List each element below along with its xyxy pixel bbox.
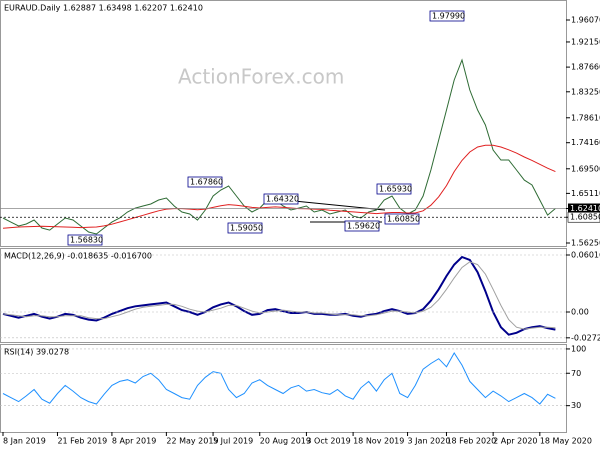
y-tick-label: 100: [571, 344, 586, 353]
panel-frame: [0, 0, 567, 247]
annotation-box: [263, 193, 299, 205]
x-tick-label: 22 May 2019: [166, 437, 218, 446]
annotation-box: [344, 220, 380, 232]
panel-title: EURAUD.Daily 1.62887 1.63498 1.62207 1.6…: [4, 4, 203, 13]
y-tick-label: -0.02725: [571, 333, 600, 342]
panel-title: RSI(14) 39.0278: [4, 348, 69, 357]
y-tick-label: 0.00: [571, 308, 589, 317]
panel-frame: [0, 344, 567, 433]
y-tick-label: 30: [571, 401, 581, 410]
y-tick-label: 1.92150: [571, 37, 600, 46]
y-tick-label: 0.060165: [571, 250, 600, 259]
annotation: 1.60850: [387, 215, 420, 224]
y-tick-label: 1.83250: [571, 87, 600, 96]
x-tick-label: 18 Nov 2019: [353, 437, 404, 446]
y-tick-label: 70: [571, 369, 581, 378]
annotation: 1.65930: [379, 185, 412, 194]
annotation: 1.97990: [432, 12, 465, 21]
x-tick-label: 8 Jan 2019: [3, 437, 46, 446]
annotation: 1.59050: [230, 224, 263, 233]
y-tick-label: 1.56250: [571, 238, 600, 247]
y-tick-label: 1.65110: [571, 189, 600, 198]
x-tick-label: 3 Jan 2020: [408, 437, 451, 446]
annotation: 1.64320: [266, 195, 299, 204]
annotation: 1.59620: [347, 222, 380, 231]
annotation: 1.67860: [190, 178, 223, 187]
annotation-box: [429, 10, 465, 22]
series-line: [2, 261, 556, 330]
x-tick-label: 2 Apr 2020: [493, 437, 537, 446]
price-box: [568, 203, 600, 214]
x-tick-label: 18 May 2020: [540, 437, 592, 446]
x-tick-label: 3 Oct 2019: [306, 437, 350, 446]
series-line: [2, 144, 556, 229]
series-line: [2, 352, 556, 405]
y-tick-label: 1.62410: [570, 204, 600, 213]
y-tick-label: 1.78610: [571, 113, 600, 122]
panel-title: MACD(12,26,9) -0.018635 -0.016700: [4, 252, 152, 261]
x-tick-label: 21 Feb 2019: [57, 437, 107, 446]
level-box: [567, 211, 600, 223]
watermark: ActionForex.com: [178, 65, 344, 89]
y-tick-label: 1.87660: [571, 63, 600, 72]
x-tick-label: 18 Feb 2020: [446, 437, 496, 446]
y-tick-label: 1.96070: [571, 16, 600, 25]
annotation-box: [67, 234, 103, 246]
y-tick-label: 1.60850: [570, 213, 600, 222]
annotation-box: [187, 176, 223, 188]
annotation-box: [376, 183, 412, 195]
annotation: 1.56830: [70, 236, 103, 245]
x-tick-label: 20 Aug 2019: [260, 437, 311, 446]
x-tick-label: 8 Apr 2019: [112, 437, 156, 446]
x-tick-label: 5 Jul 2019: [213, 437, 253, 446]
y-tick-label: 1.74160: [571, 138, 600, 147]
panel-frame: [0, 248, 567, 343]
y-tick-label: 1.69500: [571, 164, 600, 173]
annotation-box: [227, 222, 263, 234]
annotation-box: [384, 213, 420, 225]
